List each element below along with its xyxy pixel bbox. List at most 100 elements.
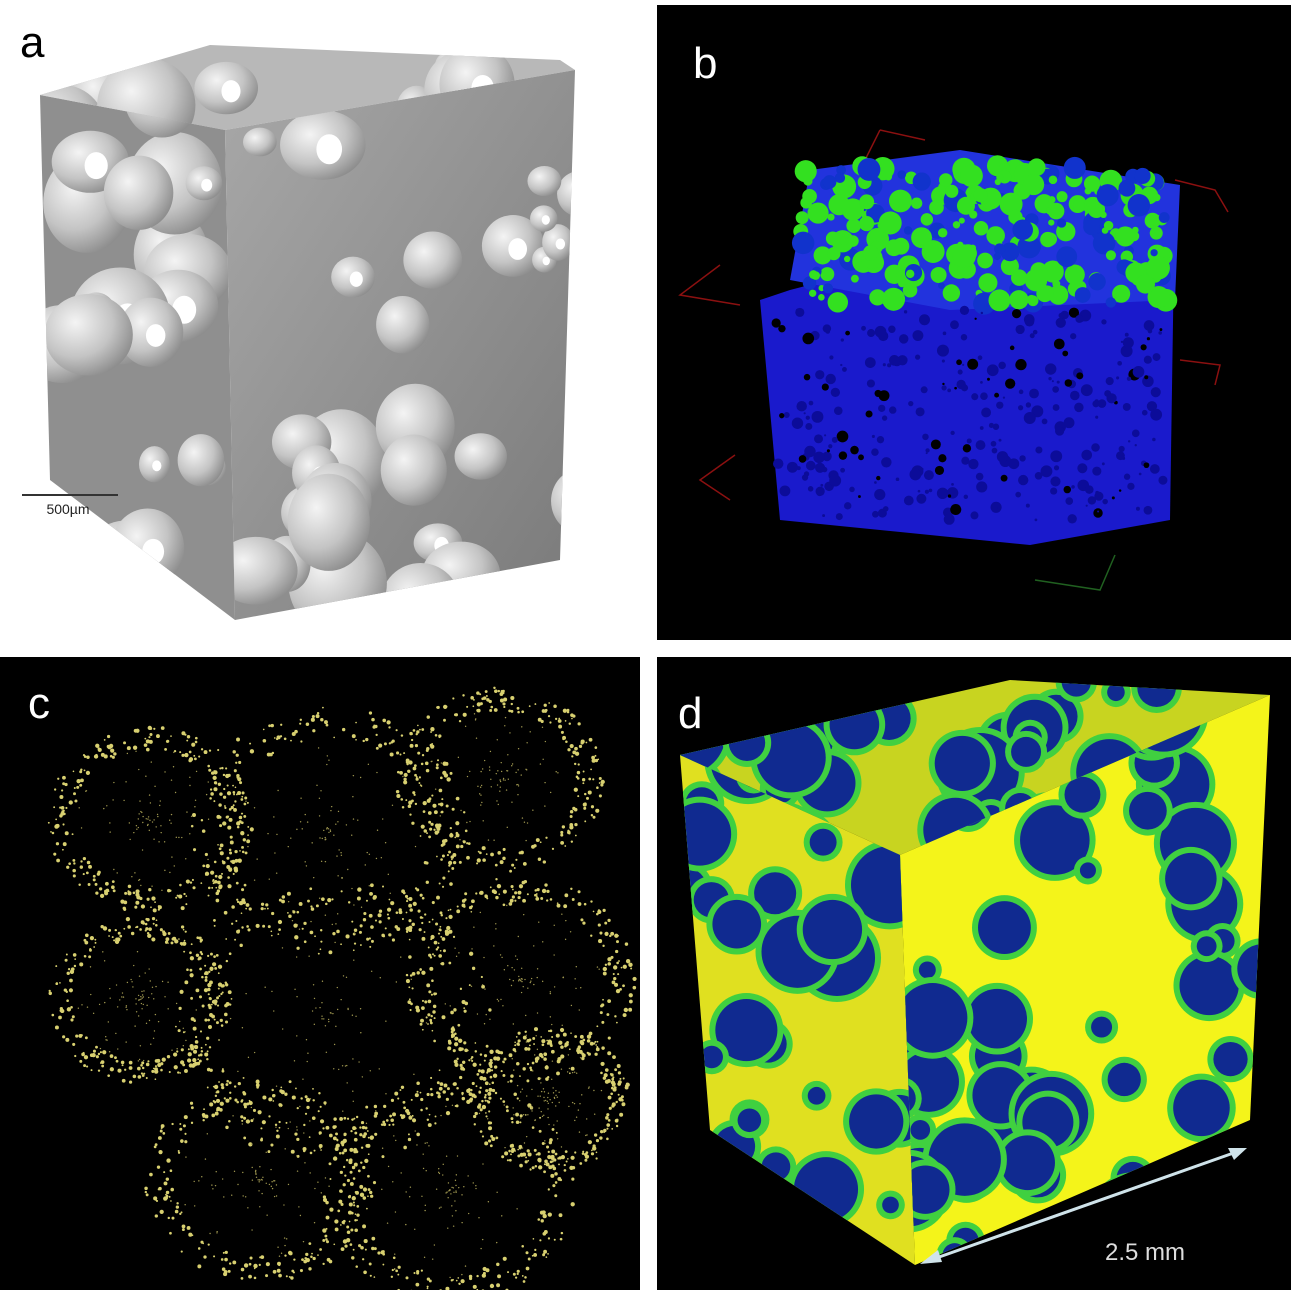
strut-dot bbox=[406, 974, 408, 976]
green-region bbox=[1097, 184, 1119, 206]
strut-dot bbox=[83, 857, 86, 860]
strut-dot bbox=[594, 1053, 597, 1056]
pore bbox=[849, 1094, 903, 1148]
strut-dot bbox=[513, 1114, 514, 1115]
strut-dot bbox=[498, 690, 500, 692]
strut-dot bbox=[392, 938, 395, 941]
strut-dot bbox=[244, 803, 247, 806]
strut-dot bbox=[589, 738, 593, 742]
strut-dot bbox=[376, 747, 379, 750]
strut-dot bbox=[435, 922, 438, 925]
strut-dot bbox=[160, 832, 161, 833]
strut-dot bbox=[617, 1064, 621, 1068]
strut-dot bbox=[176, 1048, 177, 1049]
strut-dot bbox=[537, 1049, 538, 1050]
strut-dot bbox=[169, 890, 171, 892]
strut-dot bbox=[436, 856, 438, 858]
strut-dot bbox=[324, 1235, 327, 1238]
strut-dot bbox=[474, 1112, 477, 1115]
strut-dot bbox=[425, 1205, 426, 1206]
strut-dot bbox=[309, 1136, 311, 1138]
green-region bbox=[913, 172, 931, 190]
strut-dot bbox=[541, 720, 544, 723]
strut-dot bbox=[179, 1072, 181, 1074]
strut-dot bbox=[191, 1017, 195, 1021]
strut-dot bbox=[515, 1113, 519, 1117]
strut-dot bbox=[362, 1076, 363, 1077]
strut-dot bbox=[543, 1214, 547, 1218]
strut-dot bbox=[135, 901, 139, 905]
strut-dot bbox=[567, 1158, 569, 1160]
strut-dot bbox=[131, 981, 132, 982]
strut-dot bbox=[578, 763, 580, 765]
strut-dot bbox=[603, 1076, 606, 1079]
strut-dot bbox=[314, 1150, 316, 1152]
texture-dot bbox=[968, 459, 978, 469]
strut-dot bbox=[131, 932, 134, 935]
strut-dot bbox=[393, 1135, 394, 1136]
strut-dot bbox=[238, 761, 241, 764]
green-region bbox=[1150, 227, 1163, 240]
strut-dot bbox=[262, 1095, 266, 1099]
texture-dot bbox=[1065, 379, 1072, 386]
strut-dot bbox=[469, 984, 471, 986]
strut-dot bbox=[173, 766, 174, 767]
strut-dot bbox=[492, 1081, 495, 1084]
strut-dot bbox=[194, 806, 195, 807]
strut-dot bbox=[138, 813, 139, 814]
strut-dot bbox=[117, 1048, 118, 1049]
strut-dot bbox=[546, 1256, 548, 1258]
strut-dot bbox=[127, 982, 128, 983]
texture-dot bbox=[1158, 331, 1162, 335]
green-region bbox=[921, 213, 933, 225]
strut-dot bbox=[531, 1110, 532, 1111]
strut-dot bbox=[207, 1068, 211, 1072]
strut-dot bbox=[179, 884, 182, 887]
strut-dot bbox=[213, 919, 216, 922]
strut-dot bbox=[564, 1164, 566, 1166]
strut-dot bbox=[440, 936, 442, 938]
strut-dot bbox=[551, 1150, 555, 1154]
strut-dot bbox=[331, 806, 332, 807]
strut-dot bbox=[456, 1058, 458, 1060]
strut-dot bbox=[184, 980, 188, 984]
strut-dot bbox=[193, 755, 195, 757]
strut-dot bbox=[410, 974, 413, 977]
strut-dot bbox=[489, 700, 492, 703]
strut-dot bbox=[396, 729, 398, 731]
strut-dot bbox=[578, 902, 582, 906]
strut-dot bbox=[88, 883, 91, 886]
strut-dot bbox=[265, 1274, 268, 1277]
strut-dot bbox=[325, 839, 326, 840]
strut-dot bbox=[245, 908, 247, 910]
strut-dot bbox=[305, 1095, 308, 1098]
strut-dot bbox=[183, 929, 185, 931]
texture-dot bbox=[980, 381, 983, 384]
strut-dot bbox=[448, 909, 450, 911]
green-region bbox=[844, 256, 850, 262]
strut-dot bbox=[241, 926, 243, 928]
strut-dot bbox=[606, 1128, 608, 1130]
strut-dot bbox=[616, 940, 619, 943]
strut-dot bbox=[501, 957, 502, 958]
strut-dot bbox=[489, 766, 490, 767]
texture-dot bbox=[806, 461, 816, 471]
texture-dot bbox=[826, 374, 836, 384]
strut-dot bbox=[184, 1133, 186, 1135]
strut-dot bbox=[444, 839, 448, 843]
strut-dot bbox=[170, 1200, 172, 1202]
strut-dot bbox=[563, 709, 567, 713]
strut-dot bbox=[471, 948, 472, 949]
strut-dot bbox=[445, 1106, 446, 1107]
strut-dot bbox=[278, 1274, 282, 1278]
strut-dot bbox=[73, 874, 76, 877]
strut-dot bbox=[208, 895, 210, 897]
strut-dot bbox=[181, 1251, 183, 1253]
strut-dot bbox=[284, 1237, 285, 1238]
strut-dot bbox=[219, 792, 222, 795]
texture-dot bbox=[822, 467, 827, 472]
strut-dot bbox=[430, 744, 433, 747]
strut-dot bbox=[109, 822, 110, 823]
texture-dot bbox=[925, 448, 929, 452]
strut-dot bbox=[426, 832, 428, 834]
